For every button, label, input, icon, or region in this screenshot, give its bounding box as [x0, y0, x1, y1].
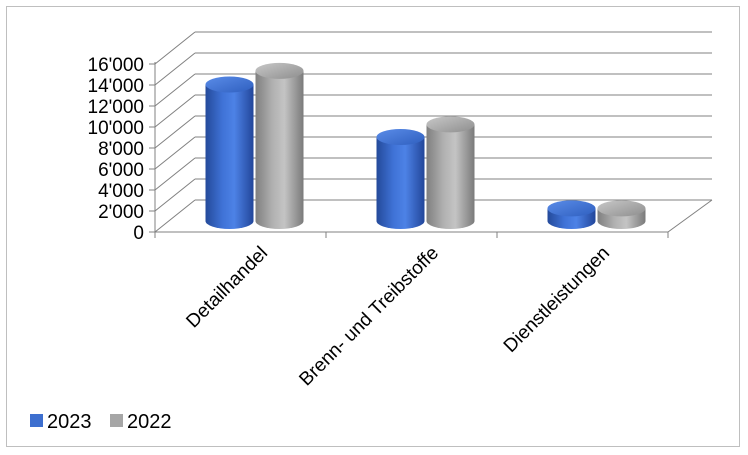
gridline-side [154, 157, 196, 191]
category-label: Detailhandel [182, 243, 272, 333]
category-label: Brenn- und Treibstoffe [295, 243, 443, 391]
bars [205, 62, 646, 229]
legend: 2023 2022 [30, 411, 172, 433]
y-tick-label: 8'000 [98, 139, 144, 160]
gridline-side [154, 52, 196, 86]
y-tick-label: 6'000 [98, 160, 144, 181]
category-label: Dienstleistungen [500, 243, 614, 357]
bar-2023-brenn-und-treibstoffe [376, 129, 425, 229]
gridline-side [154, 115, 196, 149]
gridline-side [154, 31, 196, 65]
gridline-side [154, 199, 196, 233]
bar-top [205, 76, 254, 93]
bar-2023-detailhandel [205, 76, 254, 229]
bar-body [426, 124, 475, 229]
floor-right-edge [667, 199, 713, 233]
y-tick-label: 10'000 [88, 118, 144, 139]
y-tick-label: 12'000 [88, 97, 144, 118]
bar-2023-dienstleistungen [547, 200, 596, 229]
y-tick-label: 16'000 [88, 55, 144, 76]
bar-top [597, 200, 646, 217]
gridline-side [154, 94, 196, 128]
axes [149, 62, 713, 238]
category-labels: Detailhandel Brenn- und Treibstoffe Dienst… [182, 243, 614, 391]
legend-swatch-2022 [110, 414, 123, 427]
bar-top [255, 62, 304, 79]
legend-label-2022: 2022 [127, 411, 172, 433]
gridline-side [154, 136, 196, 170]
bar-top [376, 129, 425, 145]
y-tick-label: 4'000 [98, 181, 144, 202]
gridline-side [154, 178, 196, 212]
bar-top [547, 200, 596, 217]
legend-swatch-2023 [30, 414, 43, 427]
y-tick-labels: 02'0004'0006'0008'00010'00012'00014'0001… [88, 55, 144, 244]
y-tick-label: 14'000 [88, 76, 144, 97]
bar-2022-detailhandel [255, 62, 304, 229]
bar-2022-dienstleistungen [597, 200, 646, 229]
bar-2022-brenn-und-treibstoffe [426, 116, 475, 229]
bar-body [255, 70, 304, 229]
bar-top [426, 116, 475, 133]
bar-body [205, 84, 254, 229]
y-tick-label: 0 [133, 223, 144, 244]
y-tick-label: 2'000 [98, 202, 144, 223]
legend-label-2023: 2023 [47, 411, 92, 433]
gridline-side [154, 73, 196, 107]
bar-body [376, 137, 425, 229]
